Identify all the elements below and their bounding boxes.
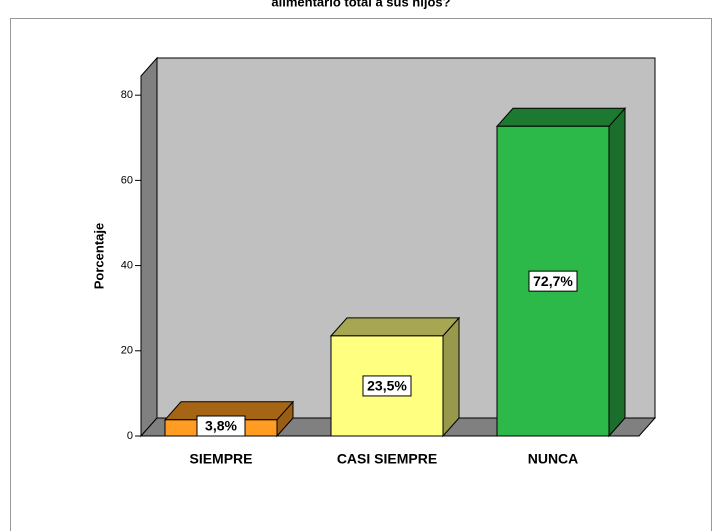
bar-side xyxy=(608,106,626,438)
bar-top xyxy=(329,317,461,337)
y-tick-label: 0 xyxy=(127,430,133,442)
x-tick-label: NUNCA xyxy=(528,451,579,467)
chart-title: alimentario total a sus hijos? xyxy=(271,0,450,9)
left-wall xyxy=(140,56,158,438)
value-label-box xyxy=(362,375,412,397)
value-label-box xyxy=(196,415,246,437)
y-tick-label: 60 xyxy=(121,174,133,186)
y-tick-label: 20 xyxy=(121,345,133,357)
y-tick-label: 40 xyxy=(121,259,133,271)
value-label: 23,5% xyxy=(367,378,407,394)
y-tick-label: 80 xyxy=(121,89,133,101)
value-label: 3,8% xyxy=(205,418,237,434)
x-tick-label: CASI SIEMPRE xyxy=(337,451,437,467)
x-tick-label: SIEMPRE xyxy=(189,451,252,467)
bar-side xyxy=(442,316,460,438)
bar-top xyxy=(495,107,627,127)
value-label: 72,7% xyxy=(533,273,573,289)
value-label-box xyxy=(528,270,578,292)
y-axis-label: Porcentaje xyxy=(91,223,106,289)
